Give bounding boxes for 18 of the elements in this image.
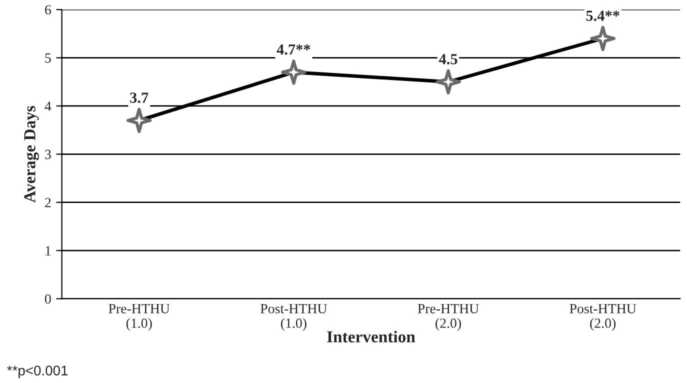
data-label: 4.5 (438, 54, 458, 64)
y-tick-label: 6 (45, 5, 51, 15)
y-tick-label: 5 (45, 53, 51, 63)
y-tick-label: 2 (45, 198, 51, 208)
y-tick-label: 1 (46, 246, 51, 256)
y-tick-label: 4 (44, 102, 52, 111)
text: **p<0.001 (7, 366, 68, 378)
y-tick-label: 0 (45, 294, 51, 304)
y-tick-label: 3 (45, 150, 51, 160)
x-tick-label: Pre-HTHU (2.0) (418, 304, 479, 331)
x-tick-label: Post-HTHU (2.0) (570, 304, 636, 331)
data-label: 4.7** (276, 44, 310, 55)
x-axis-title: Intervention (327, 330, 416, 342)
data-label: 3.7 (130, 92, 148, 103)
y-axis-title: Average Days (24, 106, 39, 203)
data-label: 5.4** (586, 10, 620, 21)
x-tick-label: Pre-HTHU (1.0) (108, 304, 170, 331)
x-tick-label: Post-HTHU (1.0) (260, 304, 327, 331)
